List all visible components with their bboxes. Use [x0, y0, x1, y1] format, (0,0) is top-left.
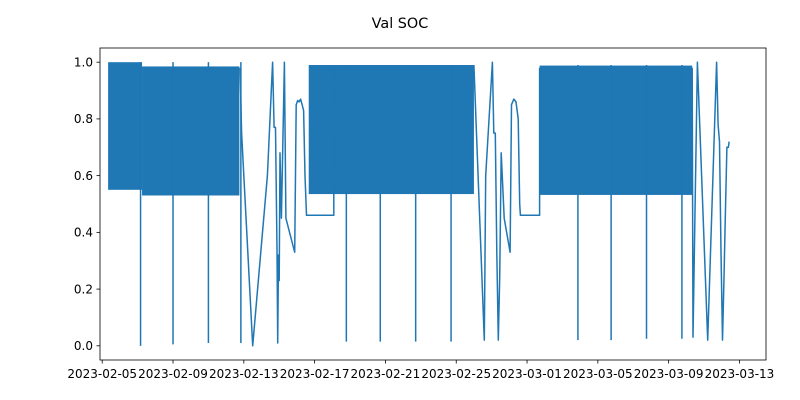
x-tick-label: 2023-02-09: [138, 367, 208, 381]
x-tick-label: 2023-03-01: [492, 367, 562, 381]
y-tick-label: 0.8: [74, 112, 93, 126]
soc-line-series: [473, 61, 541, 341]
x-tick-label: 2023-03-13: [705, 367, 775, 381]
series-group: [108, 61, 730, 347]
x-tick-label: 2023-02-21: [351, 367, 421, 381]
soc-line-series: [239, 61, 335, 347]
x-axis: 2023-02-05 2023-02-09 2023-02-13 2023-02-17…: [67, 360, 774, 381]
x-tick-label: 2023-02-25: [421, 367, 491, 381]
soc-oscillation-band: [108, 62, 143, 190]
x-tick-label: 2023-03-09: [634, 367, 704, 381]
axes-frame: [99, 47, 767, 361]
y-tick-label: 0.6: [74, 169, 93, 183]
x-tick-label: 2023-03-05: [563, 367, 633, 381]
y-tick-label: 0.2: [74, 282, 93, 296]
soc-oscillation-band: [142, 66, 240, 196]
x-tick-label: 2023-02-17: [280, 367, 350, 381]
soc-line-series: [691, 61, 730, 341]
y-axis: 0.0 0.2 0.4 0.6 0.8 1.0: [74, 55, 100, 353]
soc-oscillation-band: [308, 65, 474, 195]
y-tick-label: 1.0: [74, 55, 93, 69]
plot-area: [108, 61, 730, 347]
y-tick-label: 0.0: [74, 339, 93, 353]
x-tick-label: 2023-02-13: [209, 367, 279, 381]
chart-title: Val SOC: [372, 16, 429, 32]
y-tick-label: 0.4: [74, 226, 93, 240]
soc-oscillation-band: [539, 65, 693, 195]
x-tick-label: 2023-02-05: [67, 367, 137, 381]
